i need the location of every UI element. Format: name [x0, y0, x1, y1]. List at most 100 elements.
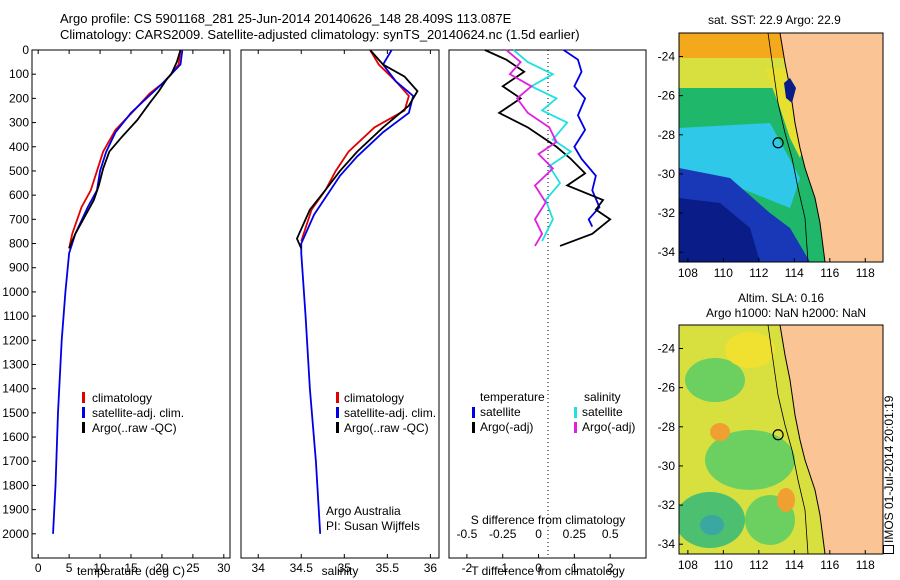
x-tick-label: 110 [714, 558, 733, 572]
legend-temp-argo-label: Argo(-adj) [480, 420, 533, 434]
legend-satellite-label: satellite-adj. clim. [344, 406, 436, 420]
y-tick-label: -24 [658, 341, 676, 355]
y-tick-label: 1100 [3, 309, 29, 323]
legend-sal-satellite-label: satellite [582, 405, 623, 419]
y-tick-label: 100 [9, 67, 29, 81]
y-tick-label: -34 [658, 245, 676, 259]
sst-x-ticks: 108 110 112 114 116 118 [678, 258, 875, 280]
x-tick-label: 5 [66, 561, 73, 575]
x-tick-label: 118 [856, 558, 875, 572]
y-tick-label: 2000 [2, 527, 29, 541]
legend-sal-argo-swatch [574, 422, 577, 433]
x-tick-label: 0 [535, 561, 542, 575]
top-tick-label: 0 [535, 527, 542, 541]
figure-title-line2: Climatology: CARS2009. Satellite-adjuste… [60, 27, 580, 42]
top-axis-label: S difference from climatology [471, 513, 626, 527]
sla-green-blob [705, 430, 795, 490]
salinity-legend: climatology satellite-adj. clim. Argo(..… [336, 391, 436, 435]
temperature-plot: 0100200300400500600700800900100011001200… [2, 43, 231, 578]
series-line-salinity-satellite [512, 49, 573, 242]
difference-x-label: T difference from climatology [471, 564, 625, 578]
land-region [780, 33, 883, 262]
temperature-legend: climatology satellite-adj. clim. Argo(..… [82, 391, 184, 435]
legend-argo-swatch [82, 422, 85, 433]
y-tick-label: 1000 [2, 285, 29, 299]
coastline [779, 325, 826, 554]
y-tick-label: 800 [9, 237, 29, 251]
x-tick-label: 30 [217, 561, 231, 575]
x-tick-label: -2 [462, 561, 473, 575]
y-tick-label: 300 [9, 116, 29, 130]
temperature-y-ticks: 0 100 200 300 400 500 600 700 800 900 1000 1100 1200… [2, 43, 36, 541]
y-tick-label: 1800 [2, 478, 29, 492]
sst-map-title: sat. SST: 22.9 Argo: 22.9 [708, 13, 841, 27]
x-tick-label: 1 [571, 561, 578, 575]
top-tick-label: -0.25 [489, 527, 517, 541]
y-tick-label: 400 [9, 140, 29, 154]
series-line-argo-raw-qc- [295, 49, 419, 249]
x-tick-label: 35 [338, 561, 352, 575]
y-tick-label: 600 [9, 188, 29, 202]
y-tick-label: 1700 [2, 454, 29, 468]
x-tick-label: 108 [678, 558, 698, 572]
y-tick-label: -30 [658, 459, 676, 473]
sst-y-ticks: -24 -26 -28 -30 -32 -34 [658, 49, 683, 259]
y-tick-label: -34 [658, 537, 676, 551]
coastline [779, 33, 826, 262]
x-tick-label: 114 [785, 266, 804, 280]
temperature-series [52, 49, 184, 534]
x-tick-label: 112 [749, 558, 768, 572]
y-tick-label: -32 [658, 498, 676, 512]
y-tick-label: 1400 [2, 382, 29, 396]
x-tick-label: 118 [856, 266, 875, 280]
x-tick-label: 15 [124, 561, 138, 575]
y-tick-label: -30 [658, 167, 676, 181]
difference-series [484, 49, 612, 247]
legend-climatology-swatch [336, 392, 339, 403]
legend-argo-label: Argo(..raw -QC) [92, 421, 177, 435]
difference-x-ticks: -2 -1 0 1 2 [462, 554, 614, 575]
series-line-salinity-argo-adj- [505, 49, 558, 247]
legend-climatology-swatch [82, 392, 85, 403]
sla-map-title: Altim. SLA: 0.16 [738, 291, 825, 305]
credit-line2: PI: Susan Wijffels [326, 519, 420, 533]
legend-sal-argo-label: Argo(-adj) [582, 420, 635, 434]
sst-deep-cold [679, 198, 760, 262]
sla-yellow-blob [725, 332, 775, 368]
figure-title-line1: Argo profile: CS 5901168_281 25-Jun-2014… [60, 11, 512, 26]
salinity-plot: 34 34.5 35 35.5 36 climatology satellite-adj… [240, 49, 440, 578]
x-tick-label: 0 [35, 561, 42, 575]
difference-legend-temperature: temperature satellite Argo(-adj) [472, 390, 545, 434]
y-tick-label: 1300 [2, 357, 29, 371]
legend-argo-swatch [336, 422, 339, 433]
legend-temp-satellite-label: satellite [480, 405, 521, 419]
x-tick-label: 34.5 [290, 561, 314, 575]
y-tick-label: 900 [9, 261, 29, 275]
x-tick-label: 35.5 [376, 561, 400, 575]
sla-orange-blob [710, 423, 730, 441]
legend-temp-argo-swatch [472, 422, 475, 433]
series-line-climatology [68, 49, 182, 249]
y-tick-label: -26 [658, 381, 676, 395]
y-tick-label: 1500 [2, 406, 29, 420]
credit-line1: Argo Australia [326, 504, 401, 518]
shark-bay-islands [784, 78, 796, 103]
x-tick-label: 20 [155, 561, 169, 575]
y-tick-label: 1200 [2, 333, 29, 347]
legend-temperature-title: temperature [480, 390, 545, 404]
legend-satellite-label: satellite-adj. clim. [92, 406, 184, 420]
series-line-temperature-satellite [563, 49, 601, 227]
temperature-x-ticks: 0 5 10 15 20 25 30 [35, 50, 231, 575]
imos-timestamp-text: IMOS 01-Jul-2014 20:01:19 [882, 395, 896, 543]
sla-map-subtitle: Argo h1000: NaN h2000: NaN [706, 306, 867, 320]
land-region [780, 325, 883, 554]
sla-map-frame [678, 324, 884, 555]
x-tick-label: -1 [497, 561, 508, 575]
x-tick-label: 36 [424, 561, 438, 575]
legend-satellite-swatch [82, 407, 85, 418]
salinity-plot-frame [240, 49, 440, 559]
top-tick-label: -0.5 [457, 527, 478, 541]
y-tick-label: 1600 [2, 430, 29, 444]
legend-sal-satellite-swatch [574, 407, 577, 418]
salinity-series [295, 49, 419, 534]
